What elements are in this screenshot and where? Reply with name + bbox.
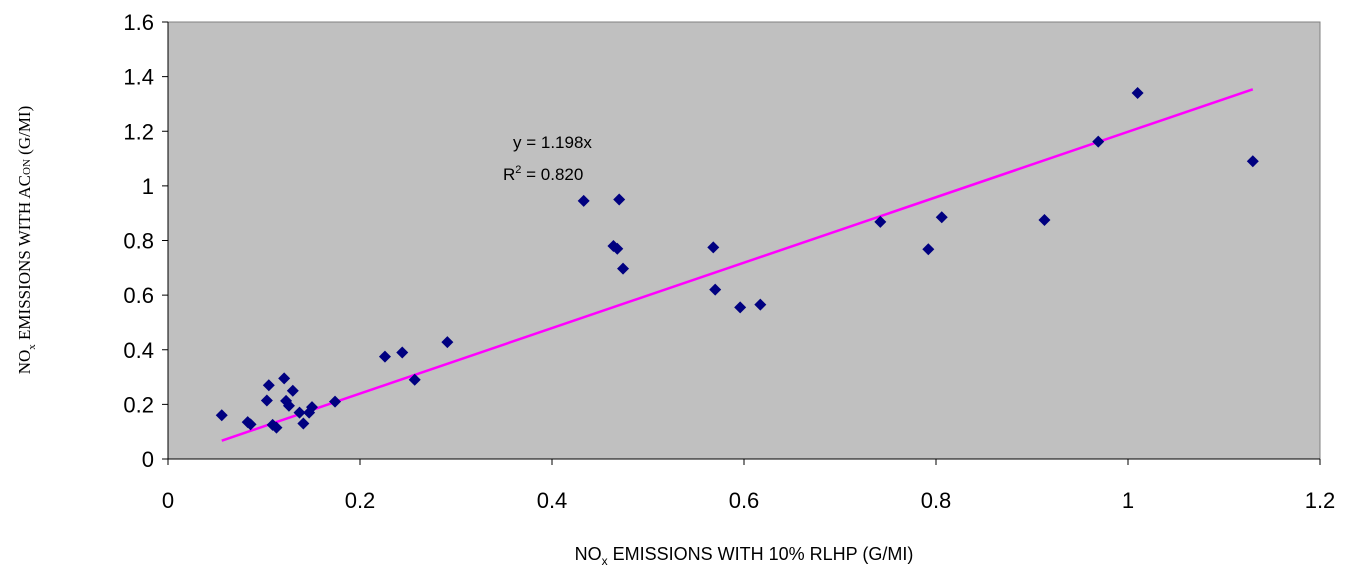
data-point [613, 193, 626, 206]
data-points [215, 87, 1259, 434]
data-point [408, 373, 421, 386]
y-tick-label: 1 [142, 174, 154, 199]
data-point [297, 417, 310, 430]
data-point [278, 372, 291, 385]
data-point [441, 336, 454, 349]
data-point [329, 395, 342, 408]
data-point [734, 301, 747, 314]
x-tick-label: 1.2 [1305, 488, 1336, 513]
y-tick-label: 1.4 [123, 65, 154, 90]
data-point [270, 421, 283, 434]
data-point [1246, 155, 1259, 168]
data-point [617, 262, 630, 275]
data-point [577, 194, 590, 207]
data-point [244, 418, 257, 431]
y-tick-label: 0 [142, 447, 154, 472]
axis-ticks: 0 0.2 0.4 0.6 0.8 1 1.2 1.4 1.6 0 0.2 0.4 0.6 0.8 1 1.2 [123, 10, 1335, 513]
data-point [754, 298, 767, 311]
trendline-equation: y = 1.198x [513, 133, 592, 152]
x-tick-label: 0.8 [921, 488, 952, 513]
data-point [378, 350, 391, 363]
r-squared-label: R2 = 0.820 [503, 164, 583, 184]
data-point [396, 346, 409, 359]
y-tick-label: 0.6 [123, 283, 154, 308]
y-tick-label: 0.8 [123, 229, 154, 254]
data-point [260, 394, 273, 407]
trendline-group [221, 88, 1254, 442]
y-tick-label: 1.6 [123, 10, 154, 35]
data-point [922, 243, 935, 256]
plot-area [167, 21, 1321, 460]
x-tick-label: 0.4 [537, 488, 568, 513]
x-tick-label: 1 [1122, 488, 1134, 513]
data-point [707, 241, 720, 254]
x-tick-label: 0 [162, 488, 174, 513]
data-point [1038, 214, 1051, 227]
trendline [221, 88, 1254, 442]
data-point [286, 384, 299, 397]
data-point [874, 215, 887, 228]
data-point [1092, 135, 1105, 148]
data-point [611, 242, 624, 255]
data-point [1131, 87, 1144, 100]
data-point [215, 409, 228, 422]
y-tick-label: 0.4 [123, 338, 154, 363]
y-tick-label: 1.2 [123, 119, 154, 144]
data-point [306, 401, 318, 414]
x-axis-label: NOx EMISSIONS WITH 10% RLHP (G/MI) [575, 544, 914, 568]
y-axis-label: NOx EMISSIONS WITH ACON (G/MI) [15, 106, 38, 375]
data-point [935, 211, 948, 224]
x-tick-label: 0.2 [345, 488, 376, 513]
x-tick-label: 0.6 [729, 488, 760, 513]
data-point [293, 406, 306, 419]
y-tick-label: 0.2 [123, 392, 154, 417]
data-point [282, 399, 295, 412]
data-point [709, 283, 722, 296]
data-point [262, 379, 275, 392]
